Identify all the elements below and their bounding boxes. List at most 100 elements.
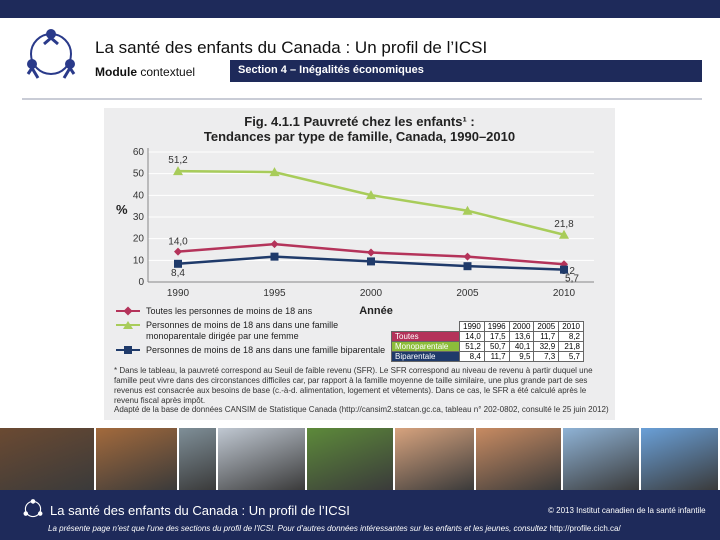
footer-note: La présente page n'est que l'une des sec… [48,524,621,533]
chart-legend: Toutes les personnes de moins de 18 ans … [112,306,392,356]
data-label: 14,0 [168,237,188,248]
page-title: La santé des enfants du Canada : Un prof… [95,38,488,57]
footer-bar [0,490,720,540]
photo-soccer-team [306,428,394,490]
section-banner: Section 4 – Inégalités économiques [230,60,702,82]
legend-item-biparentale: Personnes de moins de 18 ans dans une fa… [112,345,392,356]
cich-logo-icon [26,29,76,79]
figure-panel: 0 10 20 30 40 50 60 1990 1995 2000 2005 2010% Année 1… [104,108,615,420]
data-point [270,240,279,249]
data-point [462,205,473,215]
table-cell: 5,7 [558,351,584,362]
data-point [174,247,182,256]
photo-child-snow [218,428,305,490]
y-axis-label: % [116,202,128,217]
x-tick-label: 1990 [167,288,190,299]
table-row: Toutes 14,0 17,5 13,6 11,7 8,2 [391,331,584,342]
module-label: Module contextuel [95,65,195,79]
photo-pregnant-belly [395,428,475,490]
data-point [463,262,472,271]
table-cell: 21,8 [558,341,584,352]
x-tick-label: 2005 [456,288,479,299]
y-tick-label: 10 [133,255,145,266]
y-tick-label: 60 [133,147,145,158]
data-point [270,252,279,261]
data-point [559,229,569,239]
table-cell: 17,5 [483,331,510,342]
table-row: Biparentale 8,4 11,7 9,5 7,3 5,7 [391,351,584,362]
table-header-cell: 2005 [533,321,560,332]
photo-father-child [0,428,95,490]
data-label: 8,4 [171,268,185,279]
table-cell: 11,7 [533,331,560,342]
table-cell: 11,7 [483,351,510,362]
data-label: 8,2 [561,266,575,277]
table-cell: 7,3 [533,351,560,362]
y-tick-label: 30 [133,212,145,223]
x-tick-label: 2000 [360,288,383,299]
figure-title: Fig. 4.1.1 Pauvreté chez les enfants¹ : … [104,114,615,144]
table-cell: 8,4 [459,351,485,362]
data-point [366,190,376,200]
table-cell: 14,0 [459,331,485,342]
data-label: 21,8 [554,219,574,230]
module-label-text: contextuel [137,65,196,79]
legend-label: Personnes de moins de 18 ans dans une fa… [146,345,386,355]
figure-footnote: * Dans le tableau, la pauvreté correspon… [114,366,593,405]
table-cell: 9,5 [508,351,535,362]
table-header-cell: 2010 [558,321,584,332]
legend-item-monoparentale: Personnes de moins de 18 ans dans une fa… [112,320,392,342]
y-tick-label: 0 [138,277,144,288]
y-tick-label: 20 [133,234,145,245]
x-axis-label: Année [359,305,393,317]
footer-copyright: © 2013 Institut canadien de la santé inf… [548,506,706,515]
x-tick-label: 1995 [263,288,286,299]
photo-children-jumping [641,428,718,490]
series-line-1 [177,169,565,236]
table-cell: 40,1 [508,341,535,352]
module-label-bold: Module [95,65,137,79]
photo-child-stroller [179,428,217,490]
table-cell: 32,9 [533,341,560,352]
table-row: Monoparentale 51,2 50,7 40,1 32,9 21,8 [391,341,584,352]
data-table: 1990 1996 2000 2005 2010 Toutes 14,0 17,… [391,321,584,362]
table-header-cell: 2000 [508,321,535,332]
table-row-label: Biparentale [391,351,460,362]
table-row-label: Monoparentale [391,341,460,352]
legend-label: Toutes les personnes de moins de 18 ans [146,306,313,316]
data-point [367,257,375,266]
footer-logo-icon [23,499,43,518]
data-point [174,259,182,268]
photo-students-laptop [96,428,178,490]
figure-title-line1: Fig. 4.1.1 Pauvreté chez les enfants¹ : [244,114,475,129]
figure-source: Adapté de la base de données CANSIM de S… [114,405,609,414]
footer-title: La santé des enfants du Canada : Un prof… [50,503,350,518]
table-header-cell: 1996 [483,321,510,332]
top-banner [0,0,720,18]
table-cell: 8,2 [558,331,584,342]
photo-boy-toothbrush [562,428,640,490]
figure-title-line2: Tendances par type de famille, Canada, 1… [203,129,516,144]
x-tick-label: 2010 [553,288,576,299]
profile-link[interactable]: http://profile.cich.ca/ [549,524,621,533]
legend-item-toutes: Toutes les personnes de moins de 18 ans [112,306,392,317]
footer-note-text: La présente page n'est que l'une des sec… [48,524,550,533]
table-cell: 50,7 [483,341,510,352]
photo-strip [0,428,720,490]
photo-smiling-girl [476,428,561,490]
data-point [560,265,568,274]
data-point [269,167,280,177]
table-cell: 13,6 [508,331,535,342]
table-header-cell: 1990 [459,321,485,332]
legend-label: Personnes de moins de 18 ans dans une fa… [146,320,339,341]
data-point [367,248,375,257]
table-row-label: Toutes [391,331,460,342]
data-point [463,252,472,261]
data-point [173,166,183,176]
table-cell: 51,2 [459,341,485,352]
table-header-row: 1990 1996 2000 2005 2010 [392,321,584,332]
data-label: 5,7 [565,274,579,285]
line-chart: 0 10 20 30 40 50 60 1990 1995 2000 2005 2010% Année 1… [116,147,594,317]
y-tick-label: 40 [133,190,145,201]
y-tick-label: 50 [133,169,145,180]
